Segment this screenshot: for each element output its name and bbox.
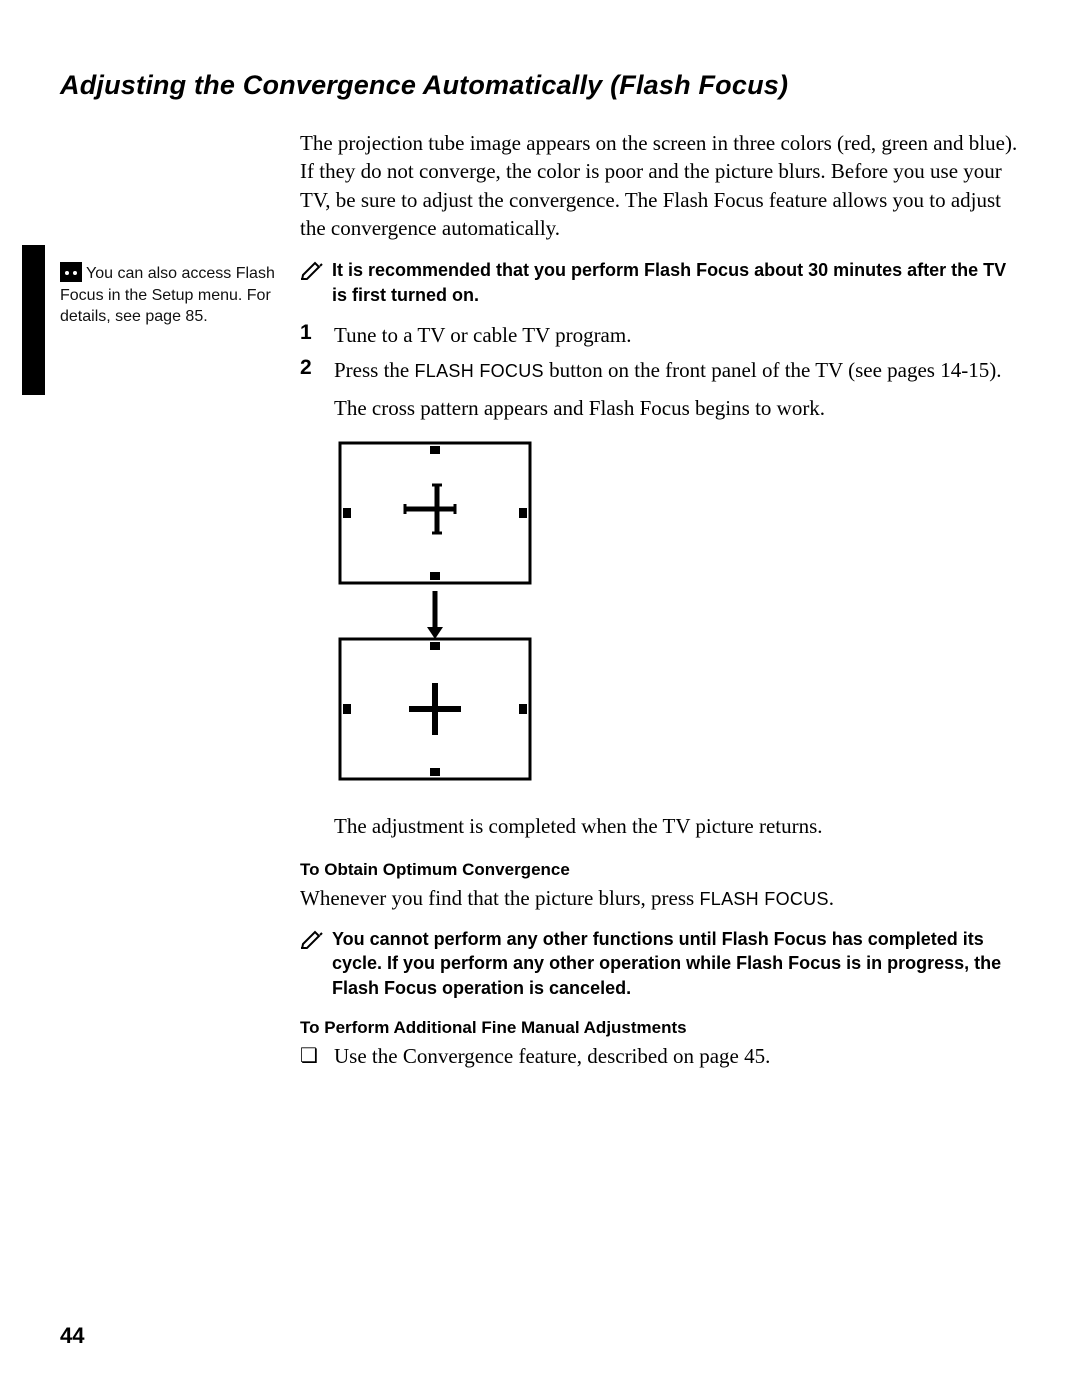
pencil-icon [300,260,326,285]
sub2-bullet-text: Use the Convergence feature, described o… [334,1042,770,1071]
tip-text: You can also access Flash Focus in the S… [60,265,275,325]
side-tab [22,245,45,395]
main-column: The projection tube image appears on the… [300,129,1020,1071]
step-2-text-a: Press the [334,358,415,382]
note-1: It is recommended that you perform Flash… [300,258,1020,307]
tip-callout: You can also access Flash Focus in the S… [60,262,285,328]
tip-icon [60,262,82,282]
subheading-manual: To Perform Additional Fine Manual Adjust… [300,1018,1020,1038]
page-title: Adjusting the Convergence Automatically … [60,70,1020,101]
manual-page: Adjusting the Convergence Automatically … [0,0,1080,1397]
bullet-glyph: ❏ [300,1042,334,1070]
step-1: 1 Tune to a TV or cable TV program. [300,321,1020,350]
sub2-bullet-row: ❏ Use the Convergence feature, described… [300,1042,1020,1071]
step-2-text: Press the FLASH FOCUS button on the fron… [334,356,1001,385]
sub1-body-caps: FLASH FOCUS [699,889,828,909]
step-2: 2 Press the FLASH FOCUS button on the fr… [300,356,1020,385]
sub1-body: Whenever you find that the picture blurs… [300,884,1020,913]
diagram-svg [334,437,536,785]
step-2-caps: FLASH FOCUS [415,361,544,381]
note-2-text: You cannot perform any other functions u… [332,927,1020,1000]
step-2-number: 2 [300,356,334,380]
step-2-after-text: The adjustment is completed when the TV … [334,812,1020,841]
intro-paragraph: The projection tube image appears on the… [300,129,1020,242]
cross-pattern-diagram [334,437,1020,790]
pencil-icon [300,929,326,954]
step-2-text-b: button on the front panel of the TV (see… [544,358,1002,382]
sub1-body-a: Whenever you find that the picture blurs… [300,886,699,910]
subheading-optimum: To Obtain Optimum Convergence [300,860,1020,880]
note-1-text: It is recommended that you perform Flash… [332,258,1020,307]
step-1-text: Tune to a TV or cable TV program. [334,321,631,350]
page-number: 44 [60,1323,84,1349]
note-2: You cannot perform any other functions u… [300,927,1020,1000]
step-2-cross-text: The cross pattern appears and Flash Focu… [334,394,1020,423]
sub1-body-b: . [829,886,834,910]
step-1-number: 1 [300,321,334,345]
